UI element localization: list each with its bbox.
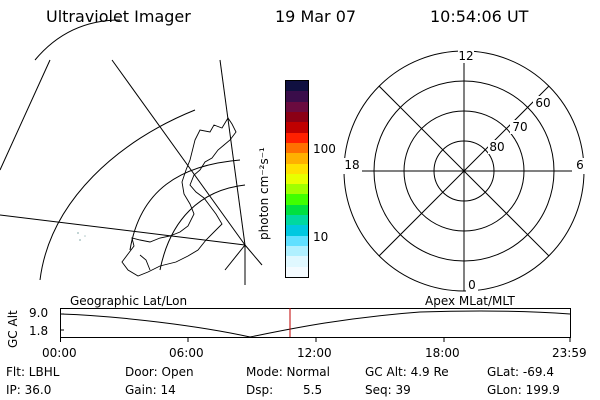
time-tick-4: 23:59 — [552, 346, 587, 360]
colorbar-swatch — [286, 225, 308, 236]
meridian-line — [111, 59, 246, 246]
polar-label-12: 12 — [458, 49, 473, 63]
polar-label-80: 80 — [489, 140, 504, 154]
geographic-map — [0, 19, 263, 285]
meridian-line — [0, 59, 51, 171]
colorbar-unit-label: photon cm⁻²s⁻¹ — [257, 147, 271, 240]
polar-plot: 12 18 6 0 60 70 80 — [342, 48, 586, 292]
colorbar-swatch — [286, 101, 308, 112]
title: Ultraviolet Imager — [46, 7, 191, 26]
apex-label: Apex MLat/MLT — [425, 294, 515, 308]
colorbar-swatch — [286, 266, 308, 277]
time-tick-1: 06:00 — [169, 346, 204, 360]
status-gc-alt: GC Alt: 4.9 Re — [365, 365, 449, 379]
status-filter: Flt: LBHL — [6, 365, 60, 379]
status-gain: Gain: 14 — [125, 383, 176, 397]
colorbar-swatch — [286, 246, 308, 257]
colorbar-swatch — [286, 163, 308, 174]
geographic-label: Geographic Lat/Lon — [70, 294, 188, 308]
date: 19 Mar 07 — [275, 7, 357, 26]
colorbar-swatch — [286, 256, 308, 267]
colorbar-swatch — [286, 81, 308, 92]
colorbar-swatch — [286, 132, 308, 143]
latitude-arc — [39, 109, 196, 281]
colorbar-swatch — [286, 111, 308, 123]
colorbar-swatch — [286, 204, 308, 216]
alt-tick-bottom: 1.8 — [29, 324, 49, 338]
alt-tick-top: 9.0 — [29, 306, 49, 320]
coastline — [121, 117, 237, 277]
time-tick-3: 18:00 — [425, 346, 460, 360]
status-glat: GLat: -69.4 — [487, 365, 554, 379]
meridian-line — [0, 214, 246, 246]
latitude-arc — [129, 159, 241, 251]
polar-axis — [378, 85, 550, 257]
meridian-line — [219, 59, 246, 246]
status-dsp-label: Dsp: — [246, 383, 274, 397]
status-glon: GLon: 199.9 — [487, 383, 560, 397]
colorbar-swatch — [286, 235, 308, 246]
colorbar-tick-100: 100 — [313, 142, 336, 156]
polar-label-60: 60 — [535, 96, 550, 110]
gc-alt-axis-label: GC Alt — [6, 310, 20, 348]
altitude-curve — [60, 310, 571, 338]
time-tick-2: 12:00 — [297, 346, 332, 360]
polar-label-70: 70 — [512, 120, 527, 134]
colorbar-swatch — [286, 194, 308, 205]
altitude-timeline — [60, 308, 571, 342]
colorbar-swatch — [286, 122, 308, 133]
colorbar — [285, 80, 309, 278]
colorbar-tick-10: 10 — [313, 230, 329, 244]
colorbar-swatch — [286, 173, 308, 185]
time: 10:54:06 UT — [430, 7, 529, 26]
meridian-line — [244, 244, 263, 266]
status-mode: Mode: Normal — [246, 365, 330, 379]
status-door: Door: Open — [125, 365, 194, 379]
polar-label-6: 6 — [576, 158, 584, 172]
colorbar-swatch — [286, 153, 308, 164]
colorbar-swatch — [286, 91, 308, 102]
polar-label-0: 0 — [468, 278, 476, 292]
latitude-arc — [159, 184, 246, 271]
polar-label-18: 18 — [344, 158, 359, 172]
status-seq: Seq: 39 — [365, 383, 411, 397]
colorbar-swatch — [286, 142, 308, 154]
latitude-arc — [34, 19, 121, 61]
colorbar-swatch — [286, 184, 308, 195]
status-ip: IP: 36.0 — [6, 383, 52, 397]
status-dsp-value: 5.5 — [303, 383, 323, 397]
meridian-line — [224, 244, 246, 271]
timeline-frame — [60, 308, 571, 338]
time-tick-0: 00:00 — [42, 346, 77, 360]
colorbar-swatch — [286, 215, 308, 226]
